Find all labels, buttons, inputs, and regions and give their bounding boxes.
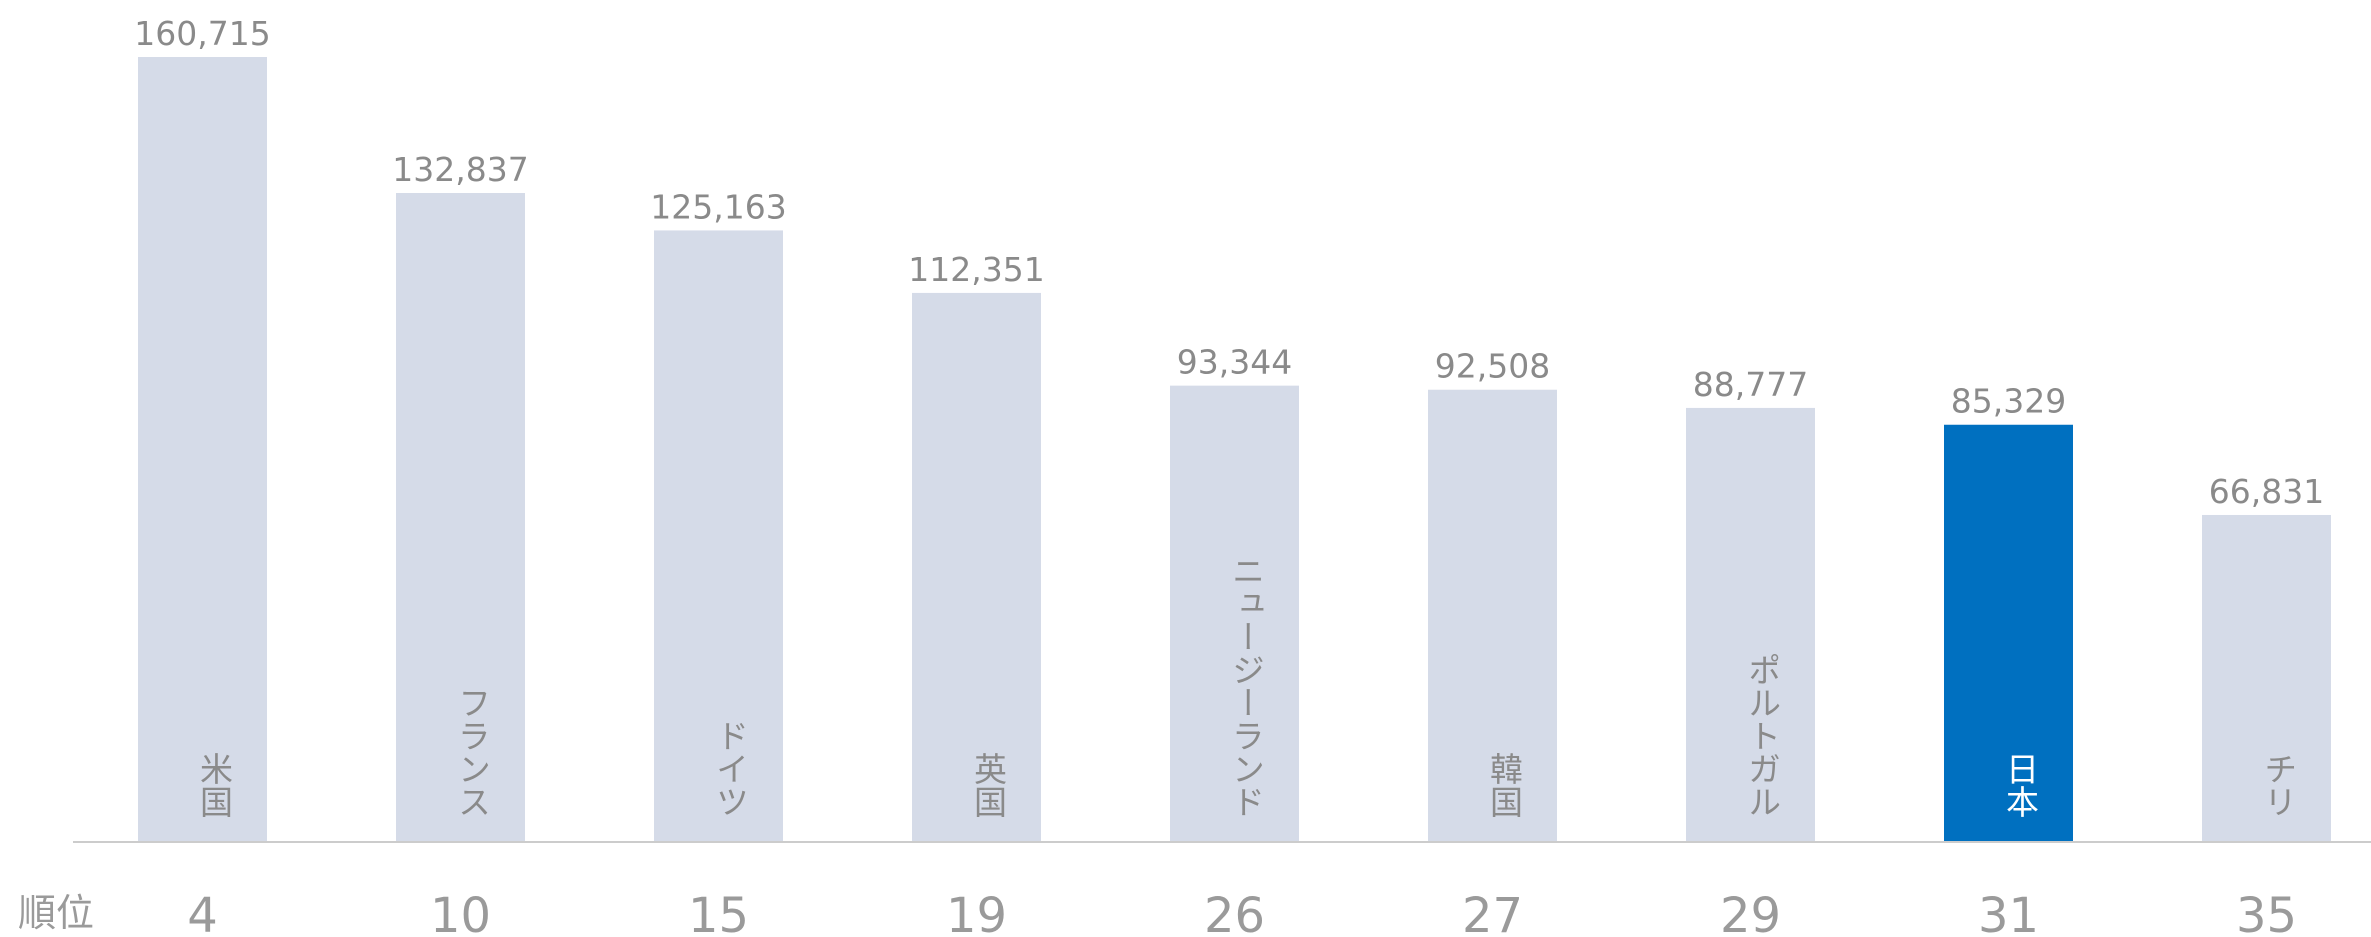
value-label: 132,837	[392, 150, 528, 189]
bar	[1428, 389, 1557, 841]
bar	[1170, 385, 1299, 841]
rank-label: 29	[1720, 888, 1781, 937]
bar	[912, 292, 1041, 841]
value-label: 93,344	[1177, 343, 1292, 382]
rank-label: 35	[2236, 888, 2297, 937]
rank-title: 順位	[18, 891, 94, 935]
rank-label: 26	[1204, 888, 1265, 937]
category-label: チリ	[2259, 752, 2298, 818]
rank-label: 19	[946, 888, 1007, 937]
bar	[1944, 424, 2073, 841]
bar	[138, 57, 267, 841]
category-label: ニュージーランド	[1227, 554, 1266, 818]
bar	[396, 192, 525, 841]
value-label: 125,163	[650, 187, 786, 226]
value-label: 66,831	[2209, 472, 2324, 511]
category-label: ドイツ	[711, 719, 750, 818]
value-label: 112,351	[908, 250, 1044, 289]
category-label: 米国	[195, 752, 234, 818]
value-label: 92,508	[1435, 347, 1550, 386]
bar	[1686, 407, 1815, 841]
bar	[654, 230, 783, 841]
value-label: 88,777	[1693, 365, 1808, 404]
rank-label: 31	[1978, 888, 2039, 937]
rank-label: 27	[1462, 888, 1523, 937]
rank-label: 15	[688, 888, 749, 937]
value-label: 160,715	[134, 14, 270, 53]
category-label: フランス	[453, 686, 492, 818]
category-label: 韓国	[1485, 752, 1524, 818]
rank-label: 4	[187, 888, 218, 937]
category-label: ポルトガル	[1743, 653, 1782, 818]
value-label: 85,329	[1951, 382, 2066, 421]
category-label: 日本	[2001, 752, 2040, 818]
bar	[2202, 514, 2331, 841]
category-label: 英国	[969, 752, 1008, 818]
rank-label: 10	[430, 888, 491, 937]
